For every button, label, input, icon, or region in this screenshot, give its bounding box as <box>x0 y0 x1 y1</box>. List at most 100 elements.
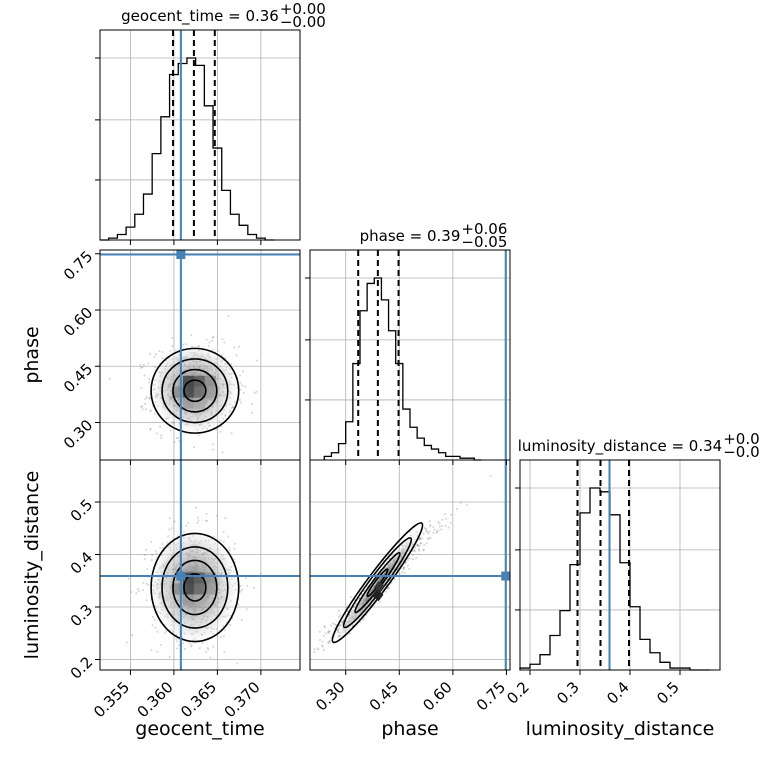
sample-point <box>156 630 159 633</box>
sample-point <box>244 385 247 388</box>
luminosity_distance-vs-phase-frame <box>309 459 511 671</box>
sample-point <box>161 477 163 479</box>
sample-point <box>210 339 213 342</box>
sample-point <box>227 315 230 318</box>
luminosity_distance-vs-geocent_time-truth-marker <box>176 571 186 581</box>
sample-point <box>156 432 159 435</box>
sample-point <box>227 535 230 538</box>
sample-point <box>378 601 381 604</box>
sample-point <box>414 546 417 549</box>
sample-point <box>159 643 162 646</box>
geocent_time-hist-frame <box>99 29 301 241</box>
sample-point <box>222 635 225 638</box>
sample-point <box>168 656 171 659</box>
sample-point <box>171 336 174 339</box>
density-cell <box>372 589 384 602</box>
luminosity_distance-histogram-step <box>519 487 710 671</box>
sample-point <box>316 647 319 650</box>
sample-point <box>416 543 419 546</box>
sample-point <box>328 639 331 642</box>
sample-point <box>252 586 255 589</box>
sample-point <box>160 434 163 437</box>
sample-point <box>206 519 209 522</box>
sample-point <box>170 527 173 530</box>
sample-point <box>154 626 157 629</box>
sample-point <box>141 366 144 369</box>
density-cell <box>204 375 216 387</box>
sample-point <box>221 451 224 454</box>
sample-point <box>224 517 227 520</box>
sample-point <box>323 625 326 628</box>
sample-point <box>426 537 429 540</box>
sample-point <box>407 557 410 560</box>
sample-point <box>149 352 152 355</box>
sample-point <box>489 475 492 478</box>
sample-point <box>131 634 134 637</box>
phase-title-upper: +0.06 <box>461 220 507 238</box>
sample-point <box>233 547 236 550</box>
sample-point <box>168 517 171 520</box>
density-cell <box>193 583 205 595</box>
sample-point <box>211 336 214 339</box>
sample-point <box>321 640 324 643</box>
sample-point <box>130 591 133 594</box>
sample-point <box>301 666 303 668</box>
sample-point <box>240 618 243 621</box>
sample-point <box>420 537 423 540</box>
sample-point <box>313 650 316 653</box>
sample-point <box>429 524 432 527</box>
sample-point <box>144 397 147 400</box>
phase-hist-grid <box>345 250 507 460</box>
y-axis-label: phase <box>21 326 43 383</box>
sample-point <box>339 614 342 617</box>
sample-point <box>246 585 249 588</box>
sample-point <box>149 410 152 413</box>
sample-point <box>426 530 429 533</box>
sample-point <box>359 621 362 624</box>
density-cell <box>182 594 194 606</box>
sample-point <box>209 656 212 659</box>
sample-point <box>418 544 421 547</box>
sample-point <box>205 338 208 341</box>
sample-point <box>415 556 418 559</box>
sample-point <box>327 632 330 635</box>
density-cell <box>193 386 205 398</box>
sample-point <box>337 628 340 631</box>
sample-point <box>139 363 142 366</box>
sample-point <box>242 370 245 373</box>
y-tick-label: 0.60 <box>60 304 96 340</box>
sample-point <box>318 630 321 633</box>
sample-point <box>423 527 426 530</box>
sample-point <box>419 542 422 545</box>
sample-point <box>150 540 153 543</box>
sample-point <box>255 390 258 393</box>
geocent_time-title: geocent_time = 0.36 <box>121 7 279 26</box>
sample-point <box>149 428 152 431</box>
sample-point <box>175 437 178 440</box>
sample-point <box>418 547 421 550</box>
sample-point <box>350 596 353 599</box>
sample-point <box>288 675 290 677</box>
density-cell <box>171 583 183 595</box>
sample-point <box>137 588 140 591</box>
sample-point <box>205 512 208 515</box>
sample-point <box>251 411 254 414</box>
sample-point <box>177 436 180 439</box>
contour-line <box>161 358 229 424</box>
sample-point <box>425 542 428 545</box>
sample-point <box>422 548 425 551</box>
x-tick-label: 0.30 <box>312 678 348 714</box>
sample-point <box>362 619 365 622</box>
sample-point <box>447 526 450 529</box>
luminosity_distance-vs-geocent_time-frame <box>99 459 301 671</box>
sample-point <box>418 549 421 552</box>
density-cell <box>373 581 386 593</box>
sample-point <box>329 630 332 633</box>
sample-point <box>436 530 439 533</box>
x-tick-label: 0.60 <box>419 678 455 714</box>
sample-point <box>182 470 184 472</box>
sample-point <box>426 532 429 535</box>
sample-point <box>156 650 159 653</box>
sample-point <box>423 544 426 547</box>
